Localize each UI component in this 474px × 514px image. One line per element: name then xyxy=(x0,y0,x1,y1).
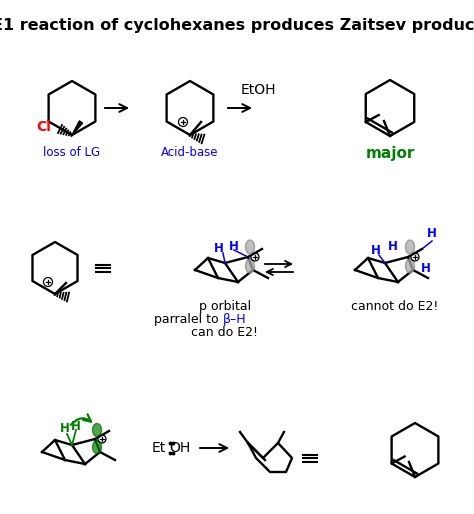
Text: OH: OH xyxy=(169,441,190,455)
Text: H: H xyxy=(427,227,437,240)
Ellipse shape xyxy=(405,240,414,254)
Text: H: H xyxy=(371,245,381,258)
Text: H: H xyxy=(421,262,431,275)
Text: H: H xyxy=(229,241,239,253)
Text: β–H: β–H xyxy=(223,313,246,326)
Text: E1 reaction of cyclohexanes produces Zaitsev product: E1 reaction of cyclohexanes produces Zai… xyxy=(0,18,474,33)
Text: parralel to: parralel to xyxy=(155,313,223,326)
Text: major: major xyxy=(365,146,415,161)
Text: can do E2!: can do E2! xyxy=(191,326,258,339)
Text: EtOH: EtOH xyxy=(240,83,276,97)
Text: H: H xyxy=(214,243,224,255)
Text: H: H xyxy=(388,241,398,253)
Ellipse shape xyxy=(246,259,255,273)
Text: Et: Et xyxy=(152,441,166,455)
Text: loss of LG: loss of LG xyxy=(44,146,100,159)
Text: H: H xyxy=(71,420,81,433)
FancyArrowPatch shape xyxy=(71,414,91,425)
Ellipse shape xyxy=(92,440,101,453)
Text: H: H xyxy=(60,423,70,435)
Ellipse shape xyxy=(246,240,255,254)
Text: Acid-base: Acid-base xyxy=(161,146,219,159)
Text: Cl: Cl xyxy=(36,120,51,134)
Text: p orbital: p orbital xyxy=(199,300,251,313)
Ellipse shape xyxy=(405,259,414,273)
Text: cannot do E2!: cannot do E2! xyxy=(351,300,439,313)
Ellipse shape xyxy=(92,424,101,436)
Polygon shape xyxy=(72,121,82,135)
